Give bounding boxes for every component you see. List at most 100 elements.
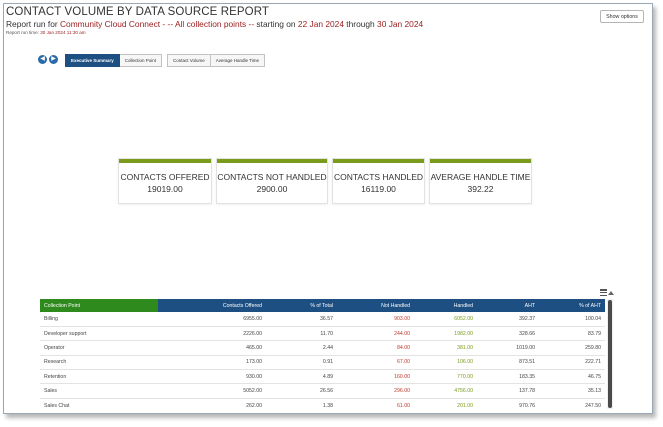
cell-not-handled: 160.00	[337, 369, 414, 385]
kpi-label: CONTACTS OFFERED	[120, 172, 210, 182]
cell-percent-total: 2.44	[266, 340, 337, 356]
kpi-accent-bar	[333, 159, 424, 163]
table-row: Sales Chat 262.00 1.38 61.00 201.00 970.…	[40, 398, 605, 409]
scrollbar-thumb[interactable]	[608, 300, 612, 408]
cell-handled: 770.00	[414, 369, 477, 385]
cell-percent-aht: 46.75	[539, 369, 605, 385]
table-menu-icon[interactable]	[600, 289, 607, 296]
subtitle-through: through	[343, 19, 378, 29]
report-run-time: Report run time: 30 Jan 2024 11:30 am	[6, 30, 86, 35]
kpi-value: 19019.00	[147, 184, 183, 194]
table-row: Sales 5052.00 26.56 296.00 4756.00 137.7…	[40, 383, 605, 399]
kpi-average-handle-time: AVERAGE HANDLE TIME 392.22	[429, 158, 532, 204]
page-title: CONTACT VOLUME BY DATA SOURCE REPORT	[6, 6, 270, 18]
kpi-label: CONTACTS HANDLED	[333, 172, 424, 182]
kpi-contacts-handled: CONTACTS HANDLED 16119.00	[332, 158, 425, 204]
cell-percent-total: 11.70	[266, 326, 337, 342]
report-subtitle: Report run for Community Cloud Connect -…	[6, 19, 423, 29]
cell-collection-point: Sales	[40, 383, 158, 399]
cell-collection-point: Operator	[40, 340, 158, 356]
kpi-accent-bar	[430, 159, 531, 163]
col-header-contacts-offered[interactable]: Contacts Offered	[158, 299, 266, 312]
cell-contacts-offered: 930.00	[158, 369, 266, 385]
cell-percent-total: 1.38	[266, 398, 337, 409]
cell-percent-aht: 100.04	[539, 312, 605, 327]
cell-contacts-offered: 5052.00	[158, 383, 266, 399]
cell-contacts-offered: 6955.00	[158, 312, 266, 327]
tab-collection-point[interactable]: Collection Point	[119, 54, 163, 67]
run-time-label: Report run time:	[6, 30, 41, 35]
cell-aht: 328.66	[477, 326, 539, 342]
kpi-accent-bar	[119, 159, 211, 163]
table-row: Research 173.00 0.91 67.00 106.00 873.51…	[40, 355, 605, 371]
cell-percent-total: 26.56	[266, 383, 337, 399]
kpi-value: 392.22	[467, 184, 494, 194]
cell-collection-point: Billing	[40, 312, 158, 327]
cell-aht: 392.37	[477, 312, 539, 327]
cell-percent-aht: 259.80	[539, 340, 605, 356]
table-row: Operator 465.00 2.44 84.00 381.00 1019.0…	[40, 340, 605, 356]
collection-point-table: Collection Point Contacts Offered % of T…	[40, 299, 605, 409]
cell-aht: 970.76	[477, 398, 539, 409]
cell-collection-point: Retention	[40, 369, 158, 385]
cell-percent-total: 0.91	[266, 355, 337, 371]
cell-contacts-offered: 173.00	[158, 355, 266, 371]
cell-collection-point: Sales Chat	[40, 398, 158, 409]
kpi-label: AVERAGE HANDLE TIME	[430, 172, 531, 182]
arrow-right-icon[interactable]: ▶	[49, 55, 58, 64]
cell-not-handled: 296.00	[337, 383, 414, 399]
cell-contacts-offered: 465.00	[158, 340, 266, 356]
cell-handled: 1982.00	[414, 326, 477, 342]
cell-handled: 201.00	[414, 398, 477, 409]
show-options-button[interactable]: Show options	[600, 10, 644, 23]
arrow-left-icon[interactable]: ◀	[38, 55, 47, 64]
kpi-contacts-not-handled: CONTACTS NOT HANDLED 2900.00	[216, 158, 328, 204]
collection-scope: - -- All collection points --	[160, 19, 255, 29]
kpi-label: CONTACTS NOT HANDLED	[217, 172, 327, 182]
report-tabs-secondary: Contact Volume Average Handle Time	[167, 54, 265, 67]
cell-percent-aht: 83.79	[539, 326, 605, 342]
col-header-percent-total[interactable]: % of Total	[266, 299, 337, 312]
end-date: 30 Jan 2024	[377, 19, 424, 29]
run-time-value: 30 Jan 2024 11:30 am	[40, 30, 86, 35]
report-tabs-primary: Executive Summary Collection Point	[65, 54, 163, 67]
cell-percent-aht: 35.13	[539, 383, 605, 399]
cell-aht: 137.78	[477, 383, 539, 399]
subtitle-starting: starting on	[254, 19, 298, 29]
cell-contacts-offered: 2226.00	[158, 326, 266, 342]
table-row: Billing 6955.00 36.57 903.00 6052.00 392…	[40, 312, 605, 327]
cell-collection-point: Research	[40, 355, 158, 371]
col-header-collection-point[interactable]: Collection Point	[40, 299, 158, 312]
col-header-handled[interactable]: Handled	[414, 299, 477, 312]
cell-percent-total: 36.57	[266, 312, 337, 327]
cell-not-handled: 84.00	[337, 340, 414, 356]
cell-percent-total: 4.89	[266, 369, 337, 385]
scroll-up-icon[interactable]	[608, 291, 614, 295]
table-row: Retention 930.00 4.89 160.00 770.00 183.…	[40, 369, 605, 385]
tab-navigation-arrows: ◀ ▶	[38, 55, 58, 64]
kpi-contacts-offered: CONTACTS OFFERED 19019.00	[118, 158, 212, 204]
tab-contact-volume[interactable]: Contact Volume	[167, 54, 211, 67]
cell-not-handled: 244.00	[337, 326, 414, 342]
cell-percent-aht: 247.50	[539, 398, 605, 409]
tab-average-handle-time[interactable]: Average Handle Time	[210, 54, 265, 67]
subtitle-prefix: Report run for	[6, 19, 60, 29]
cell-not-handled: 67.00	[337, 355, 414, 371]
cell-contacts-offered: 262.00	[158, 398, 266, 409]
tab-executive-summary[interactable]: Executive Summary	[65, 54, 120, 67]
col-header-percent-aht[interactable]: % of AHT	[539, 299, 605, 312]
cell-handled: 381.00	[414, 340, 477, 356]
cell-percent-aht: 222.71	[539, 355, 605, 371]
cell-collection-point: Developer support	[40, 326, 158, 342]
cell-not-handled: 903.00	[337, 312, 414, 327]
cell-handled: 6052.00	[414, 312, 477, 327]
cell-aht: 183.35	[477, 369, 539, 385]
start-date: 22 Jan 2024	[297, 19, 344, 29]
table-row: Developer support 2226.00 11.70 244.00 1…	[40, 326, 605, 342]
kpi-value: 2900.00	[256, 184, 288, 194]
cell-handled: 106.00	[414, 355, 477, 371]
kpi-cards: CONTACTS OFFERED 19019.00 CONTACTS NOT H…	[118, 158, 532, 204]
data-source-name: Community Cloud Connect	[60, 19, 161, 29]
col-header-not-handled[interactable]: Not Handled	[337, 299, 414, 312]
col-header-aht[interactable]: AHT	[477, 299, 539, 312]
